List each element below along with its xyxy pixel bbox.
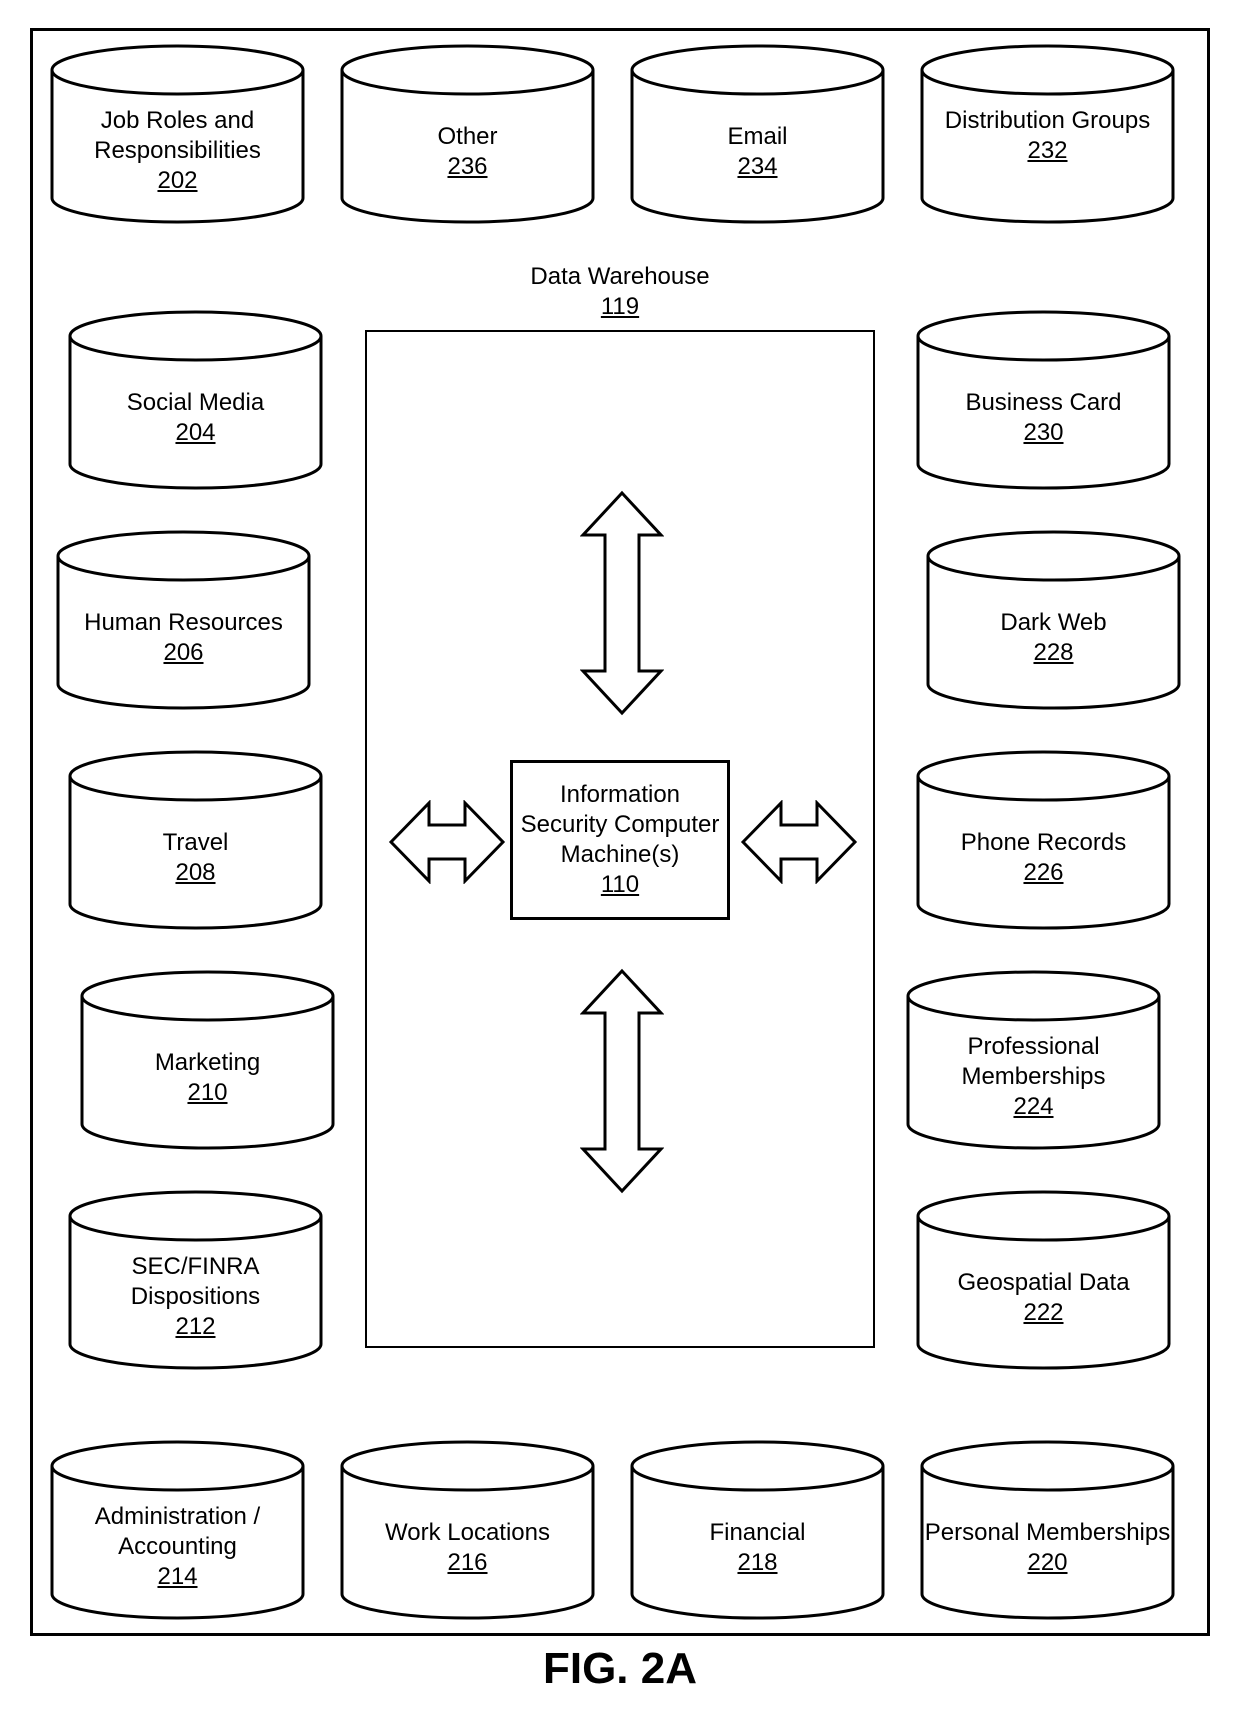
cylinder-ref-234: 234 bbox=[630, 152, 885, 182]
cylinder-ref-208: 208 bbox=[68, 858, 323, 888]
cylinder-text-202: Job Roles and Responsibilities bbox=[50, 106, 305, 166]
data-warehouse-ref: 119 bbox=[601, 293, 639, 320]
cylinder-ref-220: 220 bbox=[920, 1548, 1175, 1578]
center-box-line-0: Information bbox=[560, 780, 680, 810]
cylinder-text-208: Travel bbox=[68, 828, 323, 858]
data-warehouse-title: Data Warehouse 119 bbox=[365, 262, 875, 322]
cylinder-text-220: Personal Memberships bbox=[920, 1518, 1175, 1548]
center-box-ref: 110 bbox=[601, 870, 639, 900]
cylinder-ref-230: 230 bbox=[916, 418, 1171, 448]
cylinder-212: SEC/FINRA Dispositions212 bbox=[68, 1190, 323, 1370]
cylinder-218: Financial218 bbox=[630, 1440, 885, 1620]
arrow-left-icon bbox=[388, 800, 506, 884]
cylinder-text-236: Other bbox=[340, 122, 595, 152]
cylinder-label-208: Travel208 bbox=[68, 828, 323, 888]
cylinder-label-212: SEC/FINRA Dispositions212 bbox=[68, 1252, 323, 1342]
cylinder-label-224: Professional Memberships224 bbox=[906, 1032, 1161, 1122]
cylinder-ref-224: 224 bbox=[906, 1092, 1161, 1122]
cylinder-226: Phone Records226 bbox=[916, 750, 1171, 930]
cylinder-204: Social Media204 bbox=[68, 310, 323, 490]
cylinder-label-236: Other236 bbox=[340, 122, 595, 182]
cylinder-label-216: Work Locations216 bbox=[340, 1518, 595, 1578]
cylinder-text-214: Administration / Accounting bbox=[50, 1502, 305, 1562]
cylinder-202: Job Roles and Responsibilities202 bbox=[50, 44, 305, 224]
cylinder-220: Personal Memberships220 bbox=[920, 1440, 1175, 1620]
cylinder-text-228: Dark Web bbox=[926, 608, 1181, 638]
cylinder-label-206: Human Resources206 bbox=[56, 608, 311, 668]
cylinder-ref-204: 204 bbox=[68, 418, 323, 448]
cylinder-ref-226: 226 bbox=[916, 858, 1171, 888]
cylinder-label-228: Dark Web228 bbox=[926, 608, 1181, 668]
cylinder-text-230: Business Card bbox=[916, 388, 1171, 418]
cylinder-label-204: Social Media204 bbox=[68, 388, 323, 448]
cylinder-206: Human Resources206 bbox=[56, 530, 311, 710]
center-box: Information Security Computer Machine(s)… bbox=[510, 760, 730, 920]
cylinder-214: Administration / Accounting214 bbox=[50, 1440, 305, 1620]
diagram-page: Data Warehouse 119 Information Security … bbox=[0, 0, 1240, 1722]
cylinder-ref-218: 218 bbox=[630, 1548, 885, 1578]
cylinder-label-220: Personal Memberships220 bbox=[920, 1518, 1175, 1578]
cylinder-ref-236: 236 bbox=[340, 152, 595, 182]
center-box-line-2: Machine(s) bbox=[561, 840, 680, 870]
cylinder-232: Distribution Groups232 bbox=[920, 44, 1175, 224]
arrow-up-icon bbox=[580, 490, 664, 716]
cylinder-text-218: Financial bbox=[630, 1518, 885, 1548]
center-box-line-1: Security Computer bbox=[521, 810, 720, 840]
cylinder-label-202: Job Roles and Responsibilities202 bbox=[50, 106, 305, 196]
cylinder-text-204: Social Media bbox=[68, 388, 323, 418]
cylinder-text-226: Phone Records bbox=[916, 828, 1171, 858]
arrow-down-icon bbox=[580, 968, 664, 1194]
cylinder-text-222: Geospatial Data bbox=[916, 1268, 1171, 1298]
cylinder-234: Email234 bbox=[630, 44, 885, 224]
cylinder-216: Work Locations216 bbox=[340, 1440, 595, 1620]
cylinder-208: Travel208 bbox=[68, 750, 323, 930]
cylinder-ref-228: 228 bbox=[926, 638, 1181, 668]
data-warehouse-label: Data Warehouse bbox=[530, 263, 709, 290]
cylinder-ref-222: 222 bbox=[916, 1298, 1171, 1328]
cylinder-236: Other236 bbox=[340, 44, 595, 224]
cylinder-text-210: Marketing bbox=[80, 1048, 335, 1078]
cylinder-label-226: Phone Records226 bbox=[916, 828, 1171, 888]
cylinder-label-222: Geospatial Data222 bbox=[916, 1268, 1171, 1328]
cylinder-text-224: Professional Memberships bbox=[906, 1032, 1161, 1092]
figure-caption: FIG. 2A bbox=[0, 1644, 1240, 1694]
cylinder-ref-216: 216 bbox=[340, 1548, 595, 1578]
cylinder-230: Business Card230 bbox=[916, 310, 1171, 490]
cylinder-ref-232: 232 bbox=[920, 136, 1175, 166]
cylinder-ref-206: 206 bbox=[56, 638, 311, 668]
cylinder-228: Dark Web228 bbox=[926, 530, 1181, 710]
cylinder-222: Geospatial Data222 bbox=[916, 1190, 1171, 1370]
cylinder-ref-212: 212 bbox=[68, 1312, 323, 1342]
cylinder-ref-210: 210 bbox=[80, 1078, 335, 1108]
cylinder-label-230: Business Card230 bbox=[916, 388, 1171, 448]
cylinder-text-216: Work Locations bbox=[340, 1518, 595, 1548]
cylinder-text-212: SEC/FINRA Dispositions bbox=[68, 1252, 323, 1312]
cylinder-210: Marketing210 bbox=[80, 970, 335, 1150]
cylinder-label-218: Financial218 bbox=[630, 1518, 885, 1578]
cylinder-text-234: Email bbox=[630, 122, 885, 152]
cylinder-ref-202: 202 bbox=[50, 166, 305, 196]
cylinder-224: Professional Memberships224 bbox=[906, 970, 1161, 1150]
cylinder-text-232: Distribution Groups bbox=[920, 106, 1175, 136]
arrow-right-icon bbox=[740, 800, 858, 884]
cylinder-ref-214: 214 bbox=[50, 1562, 305, 1592]
cylinder-label-210: Marketing210 bbox=[80, 1048, 335, 1108]
cylinder-label-232: Distribution Groups232 bbox=[920, 106, 1175, 166]
cylinder-label-214: Administration / Accounting214 bbox=[50, 1502, 305, 1592]
cylinder-text-206: Human Resources bbox=[56, 608, 311, 638]
cylinder-label-234: Email234 bbox=[630, 122, 885, 182]
